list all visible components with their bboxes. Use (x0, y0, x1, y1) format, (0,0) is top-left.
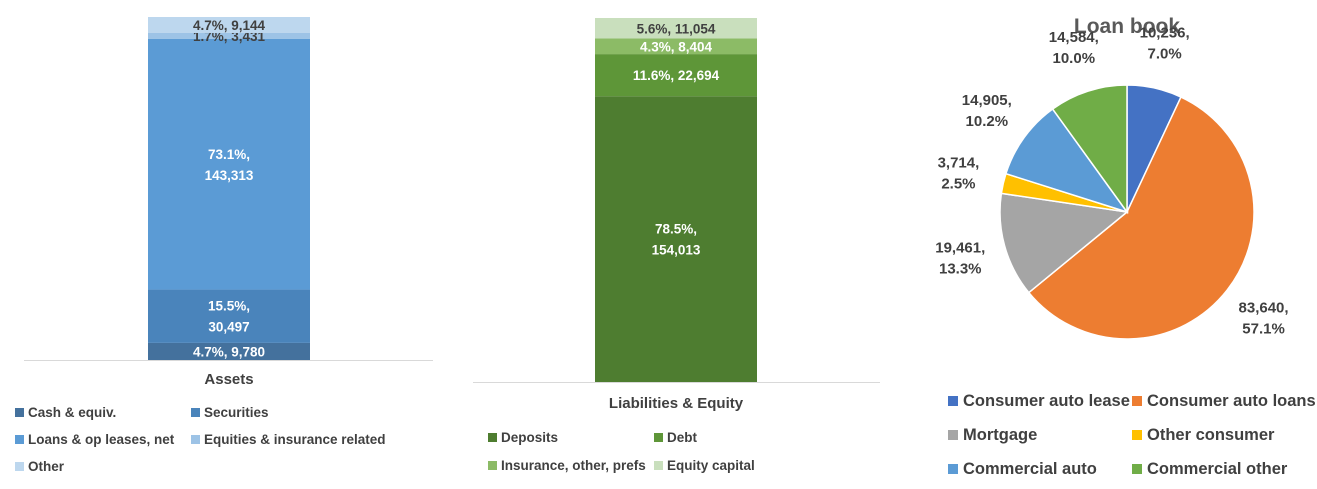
data-label: 4.7%, 9,780 (193, 344, 265, 359)
bar-segment-securities (148, 289, 310, 343)
legend-entry-consumer-auto-lease: Consumer auto lease (963, 392, 1130, 410)
legend-entry-other: Other (28, 459, 65, 474)
legend-swatch-equities-insurance-related (191, 435, 200, 444)
legend-entry-insurance-other-prefs: Insurance, other, prefs (501, 458, 646, 473)
x-axis-label: Assets (204, 371, 253, 388)
bar-segment-equity-capital (595, 18, 757, 39)
legend-swatch-securities (191, 408, 200, 417)
legend-swatch-commercial-auto (948, 464, 958, 474)
pie-slice-mortgage (999, 192, 1129, 294)
legend: Consumer auto lease Consumer auto loans Mo… (948, 392, 1316, 478)
legend-swatch-debt (654, 433, 663, 442)
legend-entry-equities-insurance-related: Equities & insurance related (204, 432, 386, 447)
pie-slice-consumer-auto-loans (1027, 96, 1255, 340)
data-label: 11.6%, 22,694 (633, 68, 720, 83)
data-label: 5.6%, 11,054 (637, 21, 716, 36)
legend-entry-other-consumer: Other consumer (1147, 426, 1275, 444)
legend-entry-mortgage: Mortgage (963, 426, 1037, 444)
data-label: 78.5%, 154,013 (652, 222, 701, 258)
legend-entry-equity-capital: Equity capital (667, 458, 755, 473)
legend-swatch-loans-op-leases-net (15, 435, 24, 444)
legend-entry-consumer-auto-loans: Consumer auto loans (1147, 392, 1316, 410)
bar-segment-deposits (595, 96, 757, 383)
legend-swatch-commercial-other (1132, 464, 1142, 474)
data-label: 14,905, 10.2% (962, 92, 1012, 130)
bar-segment-cash-equiv (148, 342, 310, 360)
data-label: 15.5%, 30,497 (208, 299, 250, 335)
legend-entry-commercial-auto: Commercial auto (963, 460, 1097, 478)
bar-segment-insurance-other-prefs (595, 38, 757, 55)
data-label: 73.1%, 143,313 (205, 147, 254, 183)
legend-swatch-cash-equiv (15, 408, 24, 417)
legend-swatch-insurance-other-prefs (488, 461, 497, 470)
pie-slice-commercial-auto (1004, 107, 1129, 214)
legend: Cash & equiv. Securities Loans & op leases… (15, 405, 386, 474)
legend-entry-cash-equiv: Cash & equiv. (28, 405, 116, 420)
legend-entry-debt: Debt (667, 430, 698, 445)
bar-segment-equities-insurance-related (148, 32, 310, 39)
legend: Deposits Debt Insurance, other, prefs Equit… (488, 430, 755, 473)
legend-swatch-deposits (488, 433, 497, 442)
legend-entry-securities: Securities (204, 405, 269, 420)
legend-entry-deposits: Deposits (501, 430, 558, 445)
chart-title: Loan book (1074, 15, 1180, 38)
bar-segment-loans-op-leases-net (148, 38, 310, 290)
bar-segment-debt (595, 54, 757, 97)
data-label: 4.3%, 8,404 (640, 39, 713, 54)
legend-swatch-mortgage (948, 430, 958, 440)
legend-entry-loans-op-leases-net: Loans & op leases, net (28, 432, 175, 447)
data-label: 3,714, 2.5% (938, 155, 980, 193)
legend-swatch-consumer-auto-lease (948, 396, 958, 406)
stacked-bar-chart-liabilities-equity: 78.5%, 154,013 11.6%, 22,694 4.3%, 8,404 5.6… (473, 18, 880, 473)
data-label: 83,640, 57.1% (1239, 300, 1289, 338)
x-axis-label: Liabilities & Equity (609, 395, 744, 412)
legend-swatch-other-consumer (1132, 430, 1142, 440)
data-label: 19,461, 13.3% (935, 240, 985, 278)
data-label: 10,236, 7.0% (1140, 25, 1190, 63)
pie-slice-commercial-other (1051, 84, 1128, 215)
legend-entry-commercial-other: Commercial other (1147, 460, 1288, 478)
bar-segment-other (148, 17, 310, 33)
data-label: 4.7%, 9,144 (193, 18, 266, 33)
legend-swatch-consumer-auto-loans (1132, 396, 1142, 406)
data-label: 14,584, 10.0% (1049, 29, 1099, 67)
legend-swatch-equity-capital (654, 461, 663, 470)
legend-swatch-other (15, 462, 24, 471)
